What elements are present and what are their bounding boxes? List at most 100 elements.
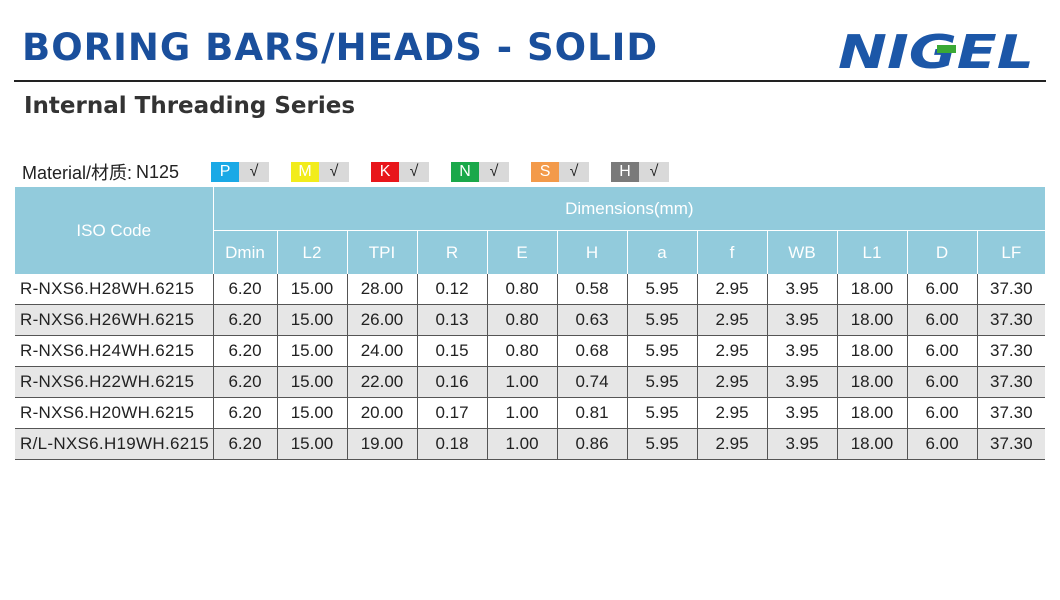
material-grade: N125	[136, 161, 180, 182]
dimension-cell: 28.00	[347, 274, 418, 305]
dimension-cell: 0.12	[417, 274, 488, 305]
dimension-cell: 15.00	[277, 428, 348, 460]
dimension-cell: 1.00	[487, 428, 558, 460]
dimension-cell: 6.00	[907, 397, 978, 429]
column-header: E	[487, 230, 558, 274]
dimension-cell: 3.95	[767, 428, 838, 460]
dimension-cell: 15.00	[277, 335, 348, 367]
material-badge: M √	[291, 162, 350, 182]
badge-check: √	[639, 162, 670, 182]
material-badges: P √ M √ K √ N √ S √ H √	[211, 162, 691, 182]
dimension-cell: 20.00	[347, 397, 418, 429]
dimension-cell: 6.00	[907, 274, 978, 305]
column-header: L2	[277, 230, 348, 274]
badge-check: √	[479, 162, 510, 182]
table-row: R-NXS6.H20WH.6215 6.20 15.00 20.00 0.17 1.00 0…	[15, 397, 1046, 429]
material-badge: S √	[531, 162, 590, 182]
column-header: L1	[837, 230, 908, 274]
badge-letter: P	[211, 162, 240, 182]
dimension-cell: 0.80	[487, 274, 558, 305]
dimension-cell: 2.95	[697, 397, 768, 429]
dimension-cell: 0.18	[417, 428, 488, 460]
dimension-cell: 2.95	[697, 366, 768, 398]
dimension-cell: 3.95	[767, 397, 838, 429]
dimension-cell: 3.95	[767, 274, 838, 305]
column-header: H	[557, 230, 628, 274]
material-badge: N √	[451, 162, 510, 182]
material-badge: H √	[611, 162, 670, 182]
dimensions-header: Dimensions(mm)	[213, 187, 1046, 231]
dimension-cell: 6.20	[213, 304, 278, 336]
nigel-logo: NIGEL	[838, 26, 1034, 72]
column-header: LF	[977, 230, 1046, 274]
column-header: D	[907, 230, 978, 274]
table-row: R-NXS6.H28WH.6215 6.20 15.00 28.00 0.12 0.80 0…	[15, 274, 1046, 305]
dimension-cell: 1.00	[487, 366, 558, 398]
dimension-cell: 0.15	[417, 335, 488, 367]
badge-letter: H	[611, 162, 640, 182]
dimension-cell: 15.00	[277, 366, 348, 398]
iso-code-cell: R-NXS6.H20WH.6215	[15, 397, 214, 429]
dimension-cell: 18.00	[837, 366, 908, 398]
dimension-cell: 6.00	[907, 428, 978, 460]
table-row: R-NXS6.H22WH.6215 6.20 15.00 22.00 0.16 1.00 0…	[15, 366, 1046, 398]
dimension-cell: 37.30	[977, 304, 1046, 336]
dimension-cell: 2.95	[697, 428, 768, 460]
dimension-cell: 18.00	[837, 397, 908, 429]
material-badge: P √	[211, 162, 270, 182]
dimension-cell: 24.00	[347, 335, 418, 367]
dimension-cell: 1.00	[487, 397, 558, 429]
dimension-cell: 5.95	[627, 428, 698, 460]
dimension-cell: 0.68	[557, 335, 628, 367]
dimension-cell: 3.95	[767, 304, 838, 336]
dimension-cell: 6.20	[213, 428, 278, 460]
dimension-cell: 6.00	[907, 366, 978, 398]
dimension-cell: 0.63	[557, 304, 628, 336]
dimension-cell: 0.13	[417, 304, 488, 336]
dimension-cell: 6.20	[213, 397, 278, 429]
dimension-cell: 0.74	[557, 366, 628, 398]
material-label: Material/材质:	[22, 163, 133, 183]
iso-code-cell: R/L-NXS6.H19WH.6215	[15, 428, 214, 460]
badge-letter: S	[531, 162, 560, 182]
dimension-cell: 18.00	[837, 304, 908, 336]
dimension-cell: 37.30	[977, 366, 1046, 398]
dimension-cell: 6.00	[907, 304, 978, 336]
material-line: Material/材质: N125 P √ M √ K √ N √ S √ H √	[22, 161, 691, 183]
page-title: BORING BARS/HEADS - SOLID	[22, 26, 659, 69]
dimension-cell: 37.30	[977, 397, 1046, 429]
dimension-cell: 0.80	[487, 304, 558, 336]
dimension-cell: 37.30	[977, 335, 1046, 367]
dimension-cell: 18.00	[837, 428, 908, 460]
badge-check: √	[239, 162, 270, 182]
table-row: R-NXS6.H24WH.6215 6.20 15.00 24.00 0.15 0.80 0…	[15, 335, 1046, 367]
dimension-cell: 22.00	[347, 366, 418, 398]
column-header: a	[627, 230, 698, 274]
column-header: TPI	[347, 230, 418, 274]
dimension-cell: 6.20	[213, 366, 278, 398]
dimension-cell: 18.00	[837, 274, 908, 305]
logo-text: NIGEL	[838, 26, 1034, 72]
dimension-cell: 37.30	[977, 428, 1046, 460]
dimension-cell: 15.00	[277, 304, 348, 336]
dimension-cell: 5.95	[627, 274, 698, 305]
logo-green-bar	[937, 45, 956, 53]
column-header: Dmin	[213, 230, 278, 274]
dimension-cell: 19.00	[347, 428, 418, 460]
iso-code-cell: R-NXS6.H26WH.6215	[15, 304, 214, 336]
section-subtitle: Internal Threading Series	[24, 93, 356, 119]
title-divider	[14, 80, 1046, 82]
dimension-cell: 0.81	[557, 397, 628, 429]
table-row: R-NXS6.H26WH.6215 6.20 15.00 26.00 0.13 0.80 0…	[15, 304, 1046, 336]
badge-letter: N	[451, 162, 480, 182]
dimension-cell: 5.95	[627, 335, 698, 367]
dimension-cell: 0.80	[487, 335, 558, 367]
badge-check: √	[399, 162, 430, 182]
dimension-cell: 6.20	[213, 335, 278, 367]
dimension-cell: 2.95	[697, 335, 768, 367]
dimension-cell: 0.17	[417, 397, 488, 429]
dimension-cell: 6.00	[907, 335, 978, 367]
dimension-cell: 15.00	[277, 274, 348, 305]
dimension-cell: 5.95	[627, 304, 698, 336]
